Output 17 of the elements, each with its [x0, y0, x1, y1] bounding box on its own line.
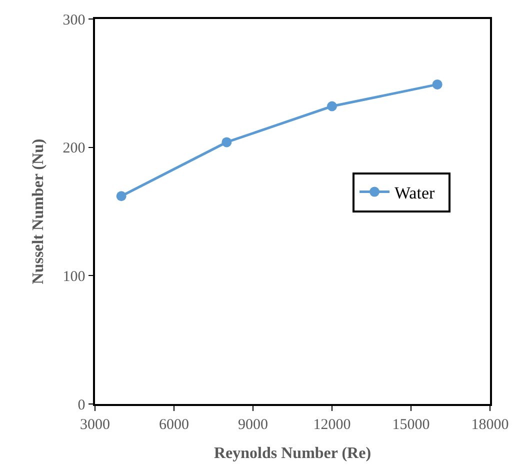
- point: [432, 79, 442, 90]
- x-axis-title: Reynolds Number (Re): [214, 444, 372, 462]
- x-tick-label: 9000: [238, 416, 268, 433]
- y-tick-label: 100: [62, 268, 86, 285]
- point: [116, 191, 126, 202]
- y-tick-label: 0: [78, 397, 86, 414]
- x-tick-label: 18000: [471, 416, 509, 433]
- x-tick-label: 12000: [313, 416, 351, 433]
- x-tick-label: 6000: [159, 416, 189, 433]
- y-tick-label: 200: [62, 140, 86, 157]
- point: [327, 101, 337, 112]
- y-axis-title: Nusselt Number (Nu): [30, 138, 48, 284]
- x-tick-label: 15000: [392, 416, 430, 433]
- legend-label: Water: [394, 183, 444, 202]
- x-tick-label: 3000: [80, 416, 110, 433]
- y-tick-label: 300: [62, 12, 86, 28]
- point: [222, 137, 232, 148]
